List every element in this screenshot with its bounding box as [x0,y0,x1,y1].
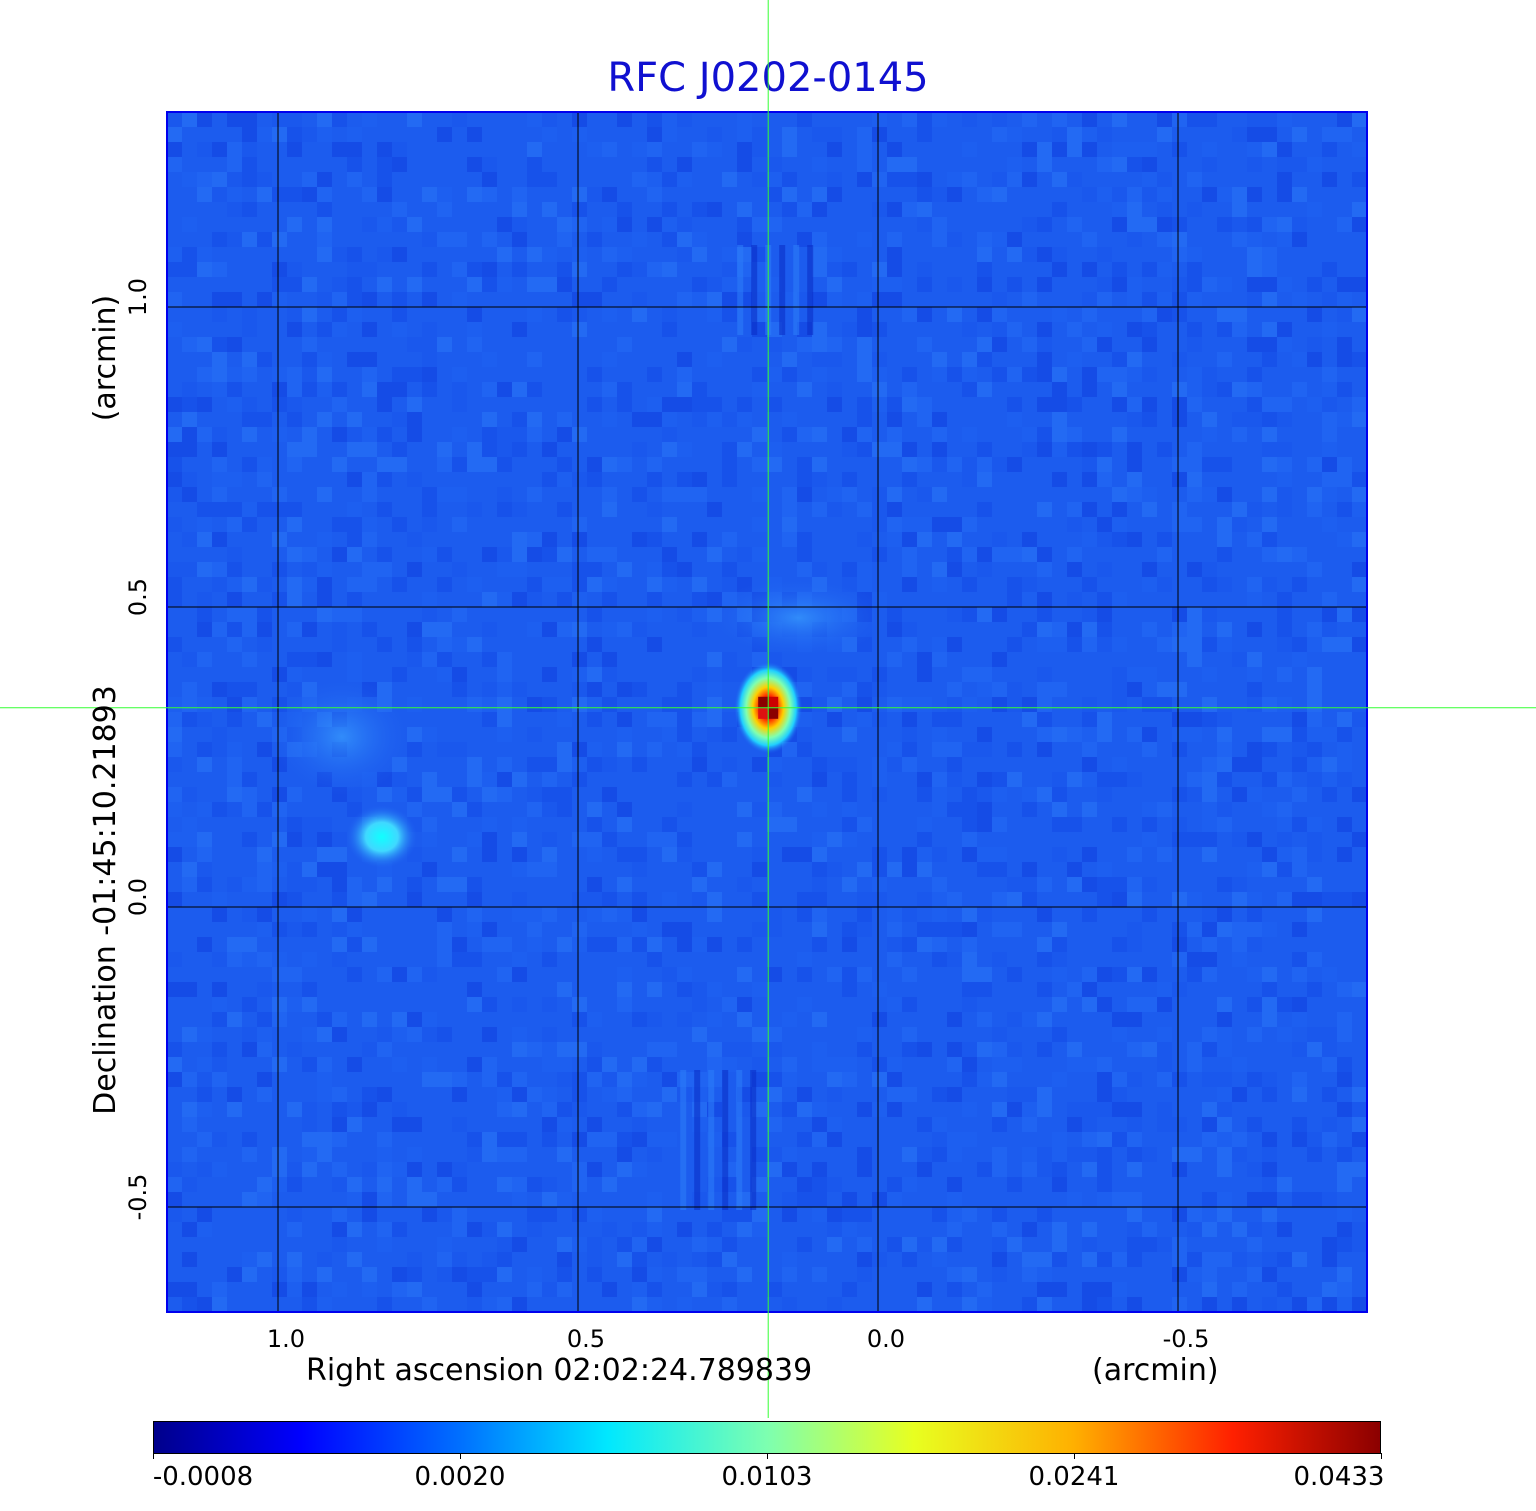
y-tick-label: -0.5 [124,1173,152,1221]
x-tick-label: 0.0 [866,1325,906,1353]
y-tick-label: 1.0 [124,277,152,317]
crosshair [0,0,1536,1418]
colorbar-tick [767,1453,768,1459]
y-axis-unit: (arcmin) [88,294,123,422]
sidelobe-stripe [680,1070,687,1210]
peak-pixel [758,696,769,708]
colorbar-tick [460,1453,461,1459]
sidelobe-stripe [694,1070,701,1210]
y-axis-label: Declination -01:45:10.21893 [88,685,123,1115]
y-tick-label: 0.0 [124,877,152,917]
sidelobe-stripe [793,245,800,335]
colorbar-tick [1074,1453,1075,1459]
x-axis-label: Right ascension 02:02:24.789839 [306,1353,813,1388]
colorbar-tick-label: 0.0433 [1293,1462,1385,1492]
diffuse-glow [708,577,889,658]
colorbar-tick-label: 0.0103 [721,1462,813,1492]
sidelobe-stripe [736,1070,743,1210]
peak-pixel [768,696,779,708]
heatmap-noise [167,112,1367,1312]
sidelobe-stripe [751,245,758,335]
colorbar-tick [1381,1453,1382,1459]
x-axis-unit: (arcmin) [1092,1353,1219,1388]
colorbar-tick-label: 0.0241 [1028,1462,1120,1492]
colorbar [153,1421,1381,1454]
colorbar-tick [153,1453,154,1459]
x-tick-label: 1.0 [266,1325,306,1353]
sidelobe-stripe [737,245,744,335]
peak-pixel [758,707,769,719]
peak-pixel [768,707,779,719]
secondary-source [345,804,418,869]
x-tick-label: 0.5 [566,1325,606,1353]
sidelobe-stripe [708,1070,715,1210]
grid-lines [167,112,1367,1312]
sidelobe-stripe [779,245,786,335]
colorbar-tick-label: 0.0020 [414,1462,506,1492]
x-tick-label: -0.5 [1162,1325,1210,1353]
colorbar-tick-label: -0.0008 [152,1462,254,1492]
plot-frame [166,111,1368,1313]
diffuse-glow [271,676,412,797]
sidelobe-stripe [750,1070,757,1210]
sidelobe-stripe [807,245,814,335]
y-tick-label: 0.5 [124,577,152,617]
sidelobe-stripe [722,1070,729,1210]
